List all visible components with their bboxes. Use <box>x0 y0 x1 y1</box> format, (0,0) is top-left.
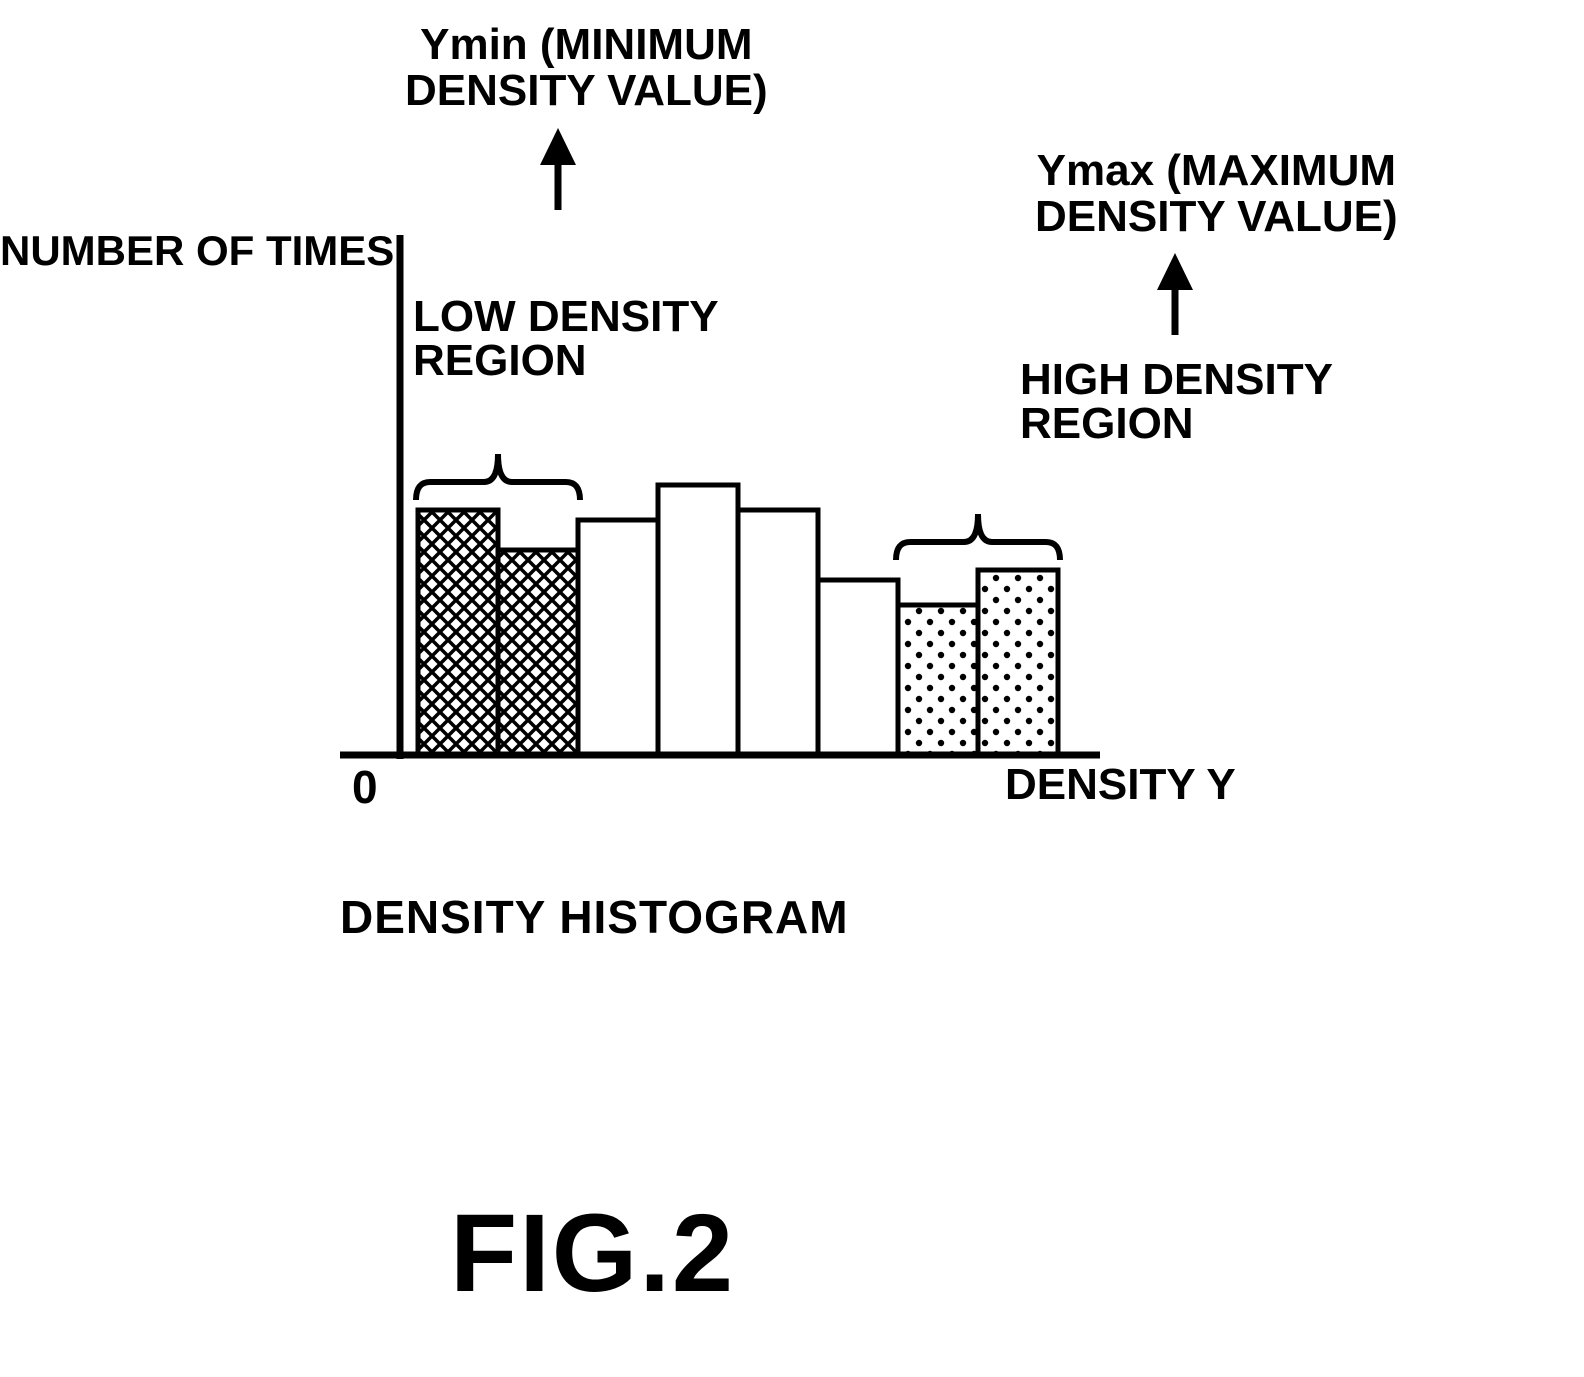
high-region-brace <box>896 514 1060 560</box>
bars <box>418 485 1058 755</box>
bar-0 <box>418 510 498 755</box>
figure-container: Ymin (MINIMUM DENSITY VALUE) Ymax (MAXIM… <box>0 0 1584 1377</box>
bar-7 <box>978 570 1058 755</box>
bar-3 <box>658 485 738 755</box>
bar-2 <box>578 520 658 755</box>
ymax-arrow <box>1157 253 1193 335</box>
bar-6 <box>898 605 978 755</box>
figure-number: FIG.2 <box>450 1190 735 1317</box>
ymin-arrow <box>540 128 576 210</box>
bar-5 <box>818 580 898 755</box>
low-region-brace <box>416 454 580 500</box>
bar-1 <box>498 550 578 755</box>
histogram-chart <box>0 0 1584 900</box>
bar-4 <box>738 510 818 755</box>
